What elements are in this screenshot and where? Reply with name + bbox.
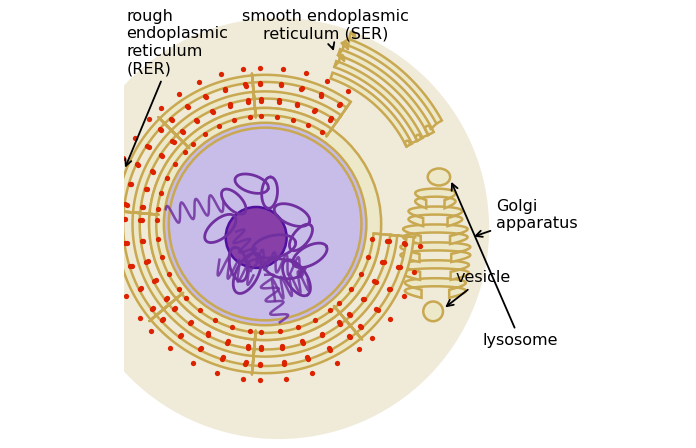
Polygon shape (176, 294, 255, 340)
Ellipse shape (68, 18, 489, 439)
Polygon shape (409, 207, 462, 226)
Text: smooth endoplasmic
reticulum (SER): smooth endoplasmic reticulum (SER) (242, 9, 409, 49)
Polygon shape (116, 211, 157, 320)
Polygon shape (255, 108, 332, 135)
Polygon shape (348, 39, 442, 124)
Ellipse shape (428, 168, 450, 185)
Text: Golgi
apparatus: Golgi apparatus (476, 199, 578, 237)
Polygon shape (116, 119, 165, 211)
Circle shape (423, 302, 443, 321)
Circle shape (169, 128, 361, 320)
Polygon shape (159, 75, 253, 124)
Text: lysosome: lysosome (452, 184, 558, 348)
Text: rough
endoplasmic
reticulum
(RER): rough endoplasmic reticulum (RER) (125, 9, 228, 166)
Polygon shape (252, 75, 351, 108)
Polygon shape (335, 233, 381, 313)
Polygon shape (132, 212, 169, 309)
Polygon shape (164, 305, 254, 356)
Polygon shape (331, 73, 412, 146)
Polygon shape (133, 130, 176, 213)
Polygon shape (255, 307, 340, 340)
Polygon shape (151, 315, 253, 373)
Polygon shape (150, 142, 188, 215)
Circle shape (226, 207, 287, 268)
Text: vesicle: vesicle (447, 270, 511, 306)
Polygon shape (402, 260, 469, 280)
Polygon shape (252, 333, 361, 373)
Polygon shape (334, 61, 422, 141)
Polygon shape (403, 224, 468, 244)
Polygon shape (346, 235, 397, 326)
Polygon shape (416, 189, 455, 208)
Polygon shape (400, 242, 470, 262)
Polygon shape (338, 49, 434, 135)
Polygon shape (253, 320, 350, 357)
Circle shape (149, 108, 381, 340)
Polygon shape (405, 278, 466, 298)
Polygon shape (171, 92, 254, 135)
Circle shape (164, 123, 366, 325)
Polygon shape (356, 237, 413, 338)
Polygon shape (149, 214, 182, 298)
Polygon shape (183, 108, 255, 147)
Polygon shape (253, 91, 341, 121)
